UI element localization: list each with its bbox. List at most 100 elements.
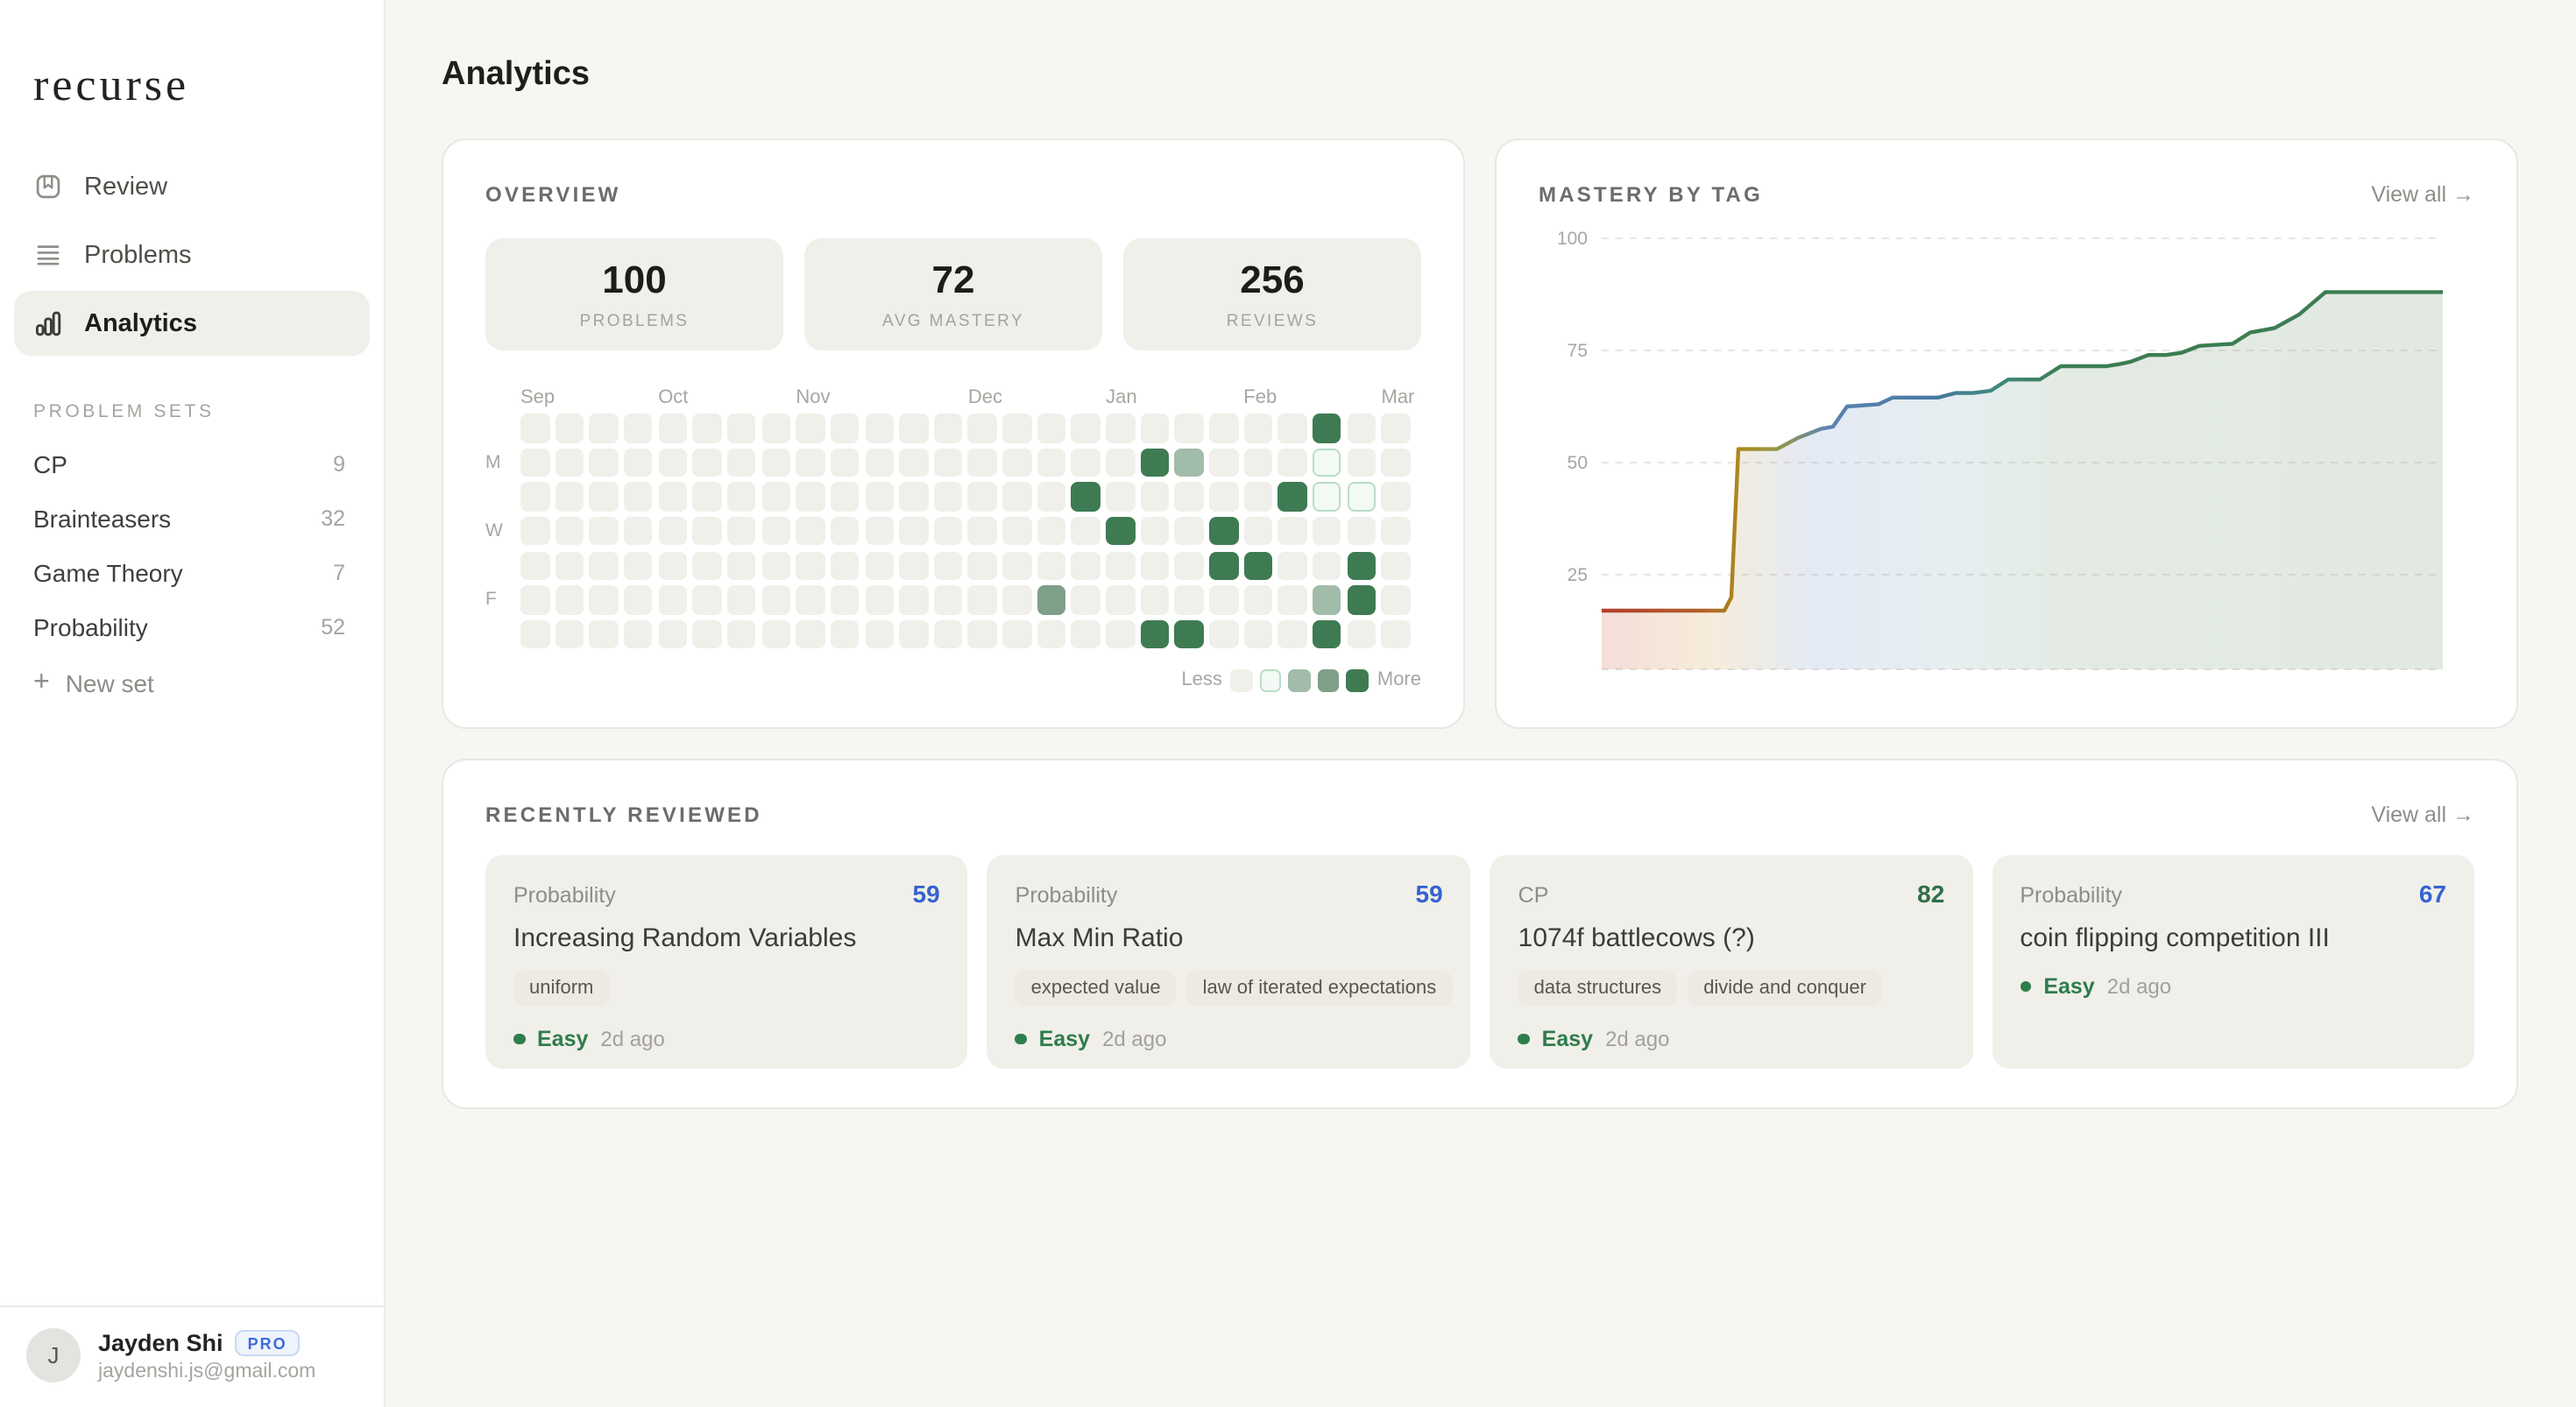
heatmap-cell	[1209, 551, 1238, 581]
recently-reviewed-panel: RECENTLY REVIEWED View all → Probability…	[442, 759, 2518, 1109]
heatmap-cell	[1381, 448, 1411, 477]
heatmap-cell	[1174, 482, 1204, 512]
y-axis-tick-label: 50	[1568, 453, 1588, 473]
heatmap-cell	[555, 482, 584, 512]
heatmap-cell	[1106, 414, 1136, 442]
heatmap-cell	[1106, 482, 1136, 512]
heatmap-cell	[658, 448, 688, 477]
heatmap-cell	[1140, 482, 1170, 512]
heatmap-cell	[658, 516, 688, 546]
review-card[interactable]: Probability 59 Max Min Ratio expected value…	[987, 855, 1471, 1069]
heatmap-cell	[1174, 619, 1204, 649]
heatmap-cell	[1071, 585, 1100, 615]
mastery-panel: MASTERY BY TAG View all → 100 75 50 25	[1495, 138, 2518, 729]
heatmap-cell	[1243, 551, 1273, 581]
card-difficulty: Easy	[1541, 1027, 1594, 1051]
card-tags: uniform	[513, 971, 940, 1006]
recent-view-all-link[interactable]: View all →	[2371, 802, 2474, 827]
heatmap-cell	[1037, 585, 1066, 615]
heatmap-cell	[520, 551, 549, 581]
heatmap-cell	[967, 516, 997, 546]
review-card[interactable]: Probability 67 coin flipping competition I…	[1992, 855, 2474, 1069]
heatmap-month-label: Nov	[796, 387, 831, 408]
heatmap-cell	[1312, 482, 1341, 512]
review-card[interactable]: Probability 59 Increasing Random Variables…	[485, 855, 968, 1069]
heatmap-cell	[1312, 414, 1341, 442]
heatmap-cell	[1347, 585, 1376, 615]
heatmap-cell	[830, 619, 860, 649]
card-timestamp: 2d ago	[1102, 1027, 1167, 1051]
problem-set-item[interactable]: Brainteasers 32	[0, 491, 384, 545]
heatmap-cell	[589, 414, 619, 442]
heatmap-cell	[692, 516, 722, 546]
heatmap-cell	[865, 482, 894, 512]
new-set-label: New set	[65, 669, 154, 697]
card-title: coin flipping competition III	[2020, 923, 2330, 953]
heatmap-cell	[623, 619, 653, 649]
user-profile[interactable]: J Jayden Shi PRO jaydenshi.js@gmail.com	[0, 1305, 384, 1407]
heatmap-cell	[761, 414, 791, 442]
sidebar-item-review[interactable]: Review	[14, 154, 370, 219]
heatmap-cell	[796, 516, 825, 546]
problem-set-item[interactable]: CP 9	[0, 436, 384, 491]
heatmap-cell	[658, 585, 688, 615]
card-title: 1074f battlecows (?)	[1518, 923, 1755, 953]
heatmap-cell	[1174, 516, 1204, 546]
card-score: 59	[912, 880, 940, 908]
heatmap-cell	[520, 619, 549, 649]
heatmap-cell	[1347, 414, 1376, 442]
heatmap-cell	[1002, 414, 1032, 442]
heatmap-grid	[520, 414, 1414, 650]
card-score: 59	[1415, 880, 1443, 908]
heatmap-cell	[726, 619, 756, 649]
heatmap-cell	[1243, 619, 1273, 649]
problem-sets-list: CP 9 Brainteasers 32 Game Theory 7 Probability…	[0, 436, 384, 654]
card-score: 67	[2418, 880, 2446, 908]
mastery-view-all-link[interactable]: View all →	[2371, 182, 2474, 207]
heatmap-cell	[796, 482, 825, 512]
mastery-chart-svg: 100 75 50 25	[1557, 229, 2443, 670]
card-tags: data structures divide and conquer	[1518, 971, 1945, 1006]
new-set-button[interactable]: + New set	[0, 654, 384, 713]
heatmap-cell	[520, 516, 549, 546]
heatmap-cell	[830, 516, 860, 546]
heatmap-cell	[726, 551, 756, 581]
heatmap-cell	[899, 482, 929, 512]
card-category: Probability	[513, 883, 616, 908]
mastery-chart: 100 75 50 25	[1539, 221, 2474, 689]
heatmap-cell	[692, 414, 722, 442]
problem-set-item[interactable]: Probability 52	[0, 599, 384, 654]
heatmap-cell	[623, 585, 653, 615]
problem-set-count: 7	[333, 560, 345, 584]
heatmap-cell	[520, 448, 549, 477]
heatmap-cell	[933, 551, 963, 581]
sidebar-item-analytics[interactable]: Analytics	[14, 291, 370, 356]
heatmap-cell	[555, 619, 584, 649]
heatmap-cell	[1381, 619, 1411, 649]
heatmap-cell	[1002, 448, 1032, 477]
heatmap-cell	[589, 551, 619, 581]
bookmark-icon	[33, 172, 63, 202]
sidebar-item-problems[interactable]: Problems	[14, 223, 370, 287]
mastery-heading: MASTERY BY TAG	[1539, 182, 1763, 207]
heatmap-cell	[933, 482, 963, 512]
heatmap-month-label: Jan	[1106, 387, 1137, 408]
stat-label: PROBLEMS	[579, 312, 690, 331]
heatmap-cell	[1243, 414, 1273, 442]
heatmap-cell	[865, 448, 894, 477]
heatmap-cell	[899, 619, 929, 649]
heatmap-cell	[1071, 414, 1100, 442]
heatmap-cell	[933, 448, 963, 477]
heatmap-cell	[1243, 448, 1273, 477]
heatmap-cell	[830, 551, 860, 581]
heatmap-cell	[692, 585, 722, 615]
heatmap-cell	[1106, 551, 1136, 581]
problem-set-item[interactable]: Game Theory 7	[0, 545, 384, 599]
legend-more-label: More	[1376, 669, 1421, 691]
heatmap-cell	[796, 585, 825, 615]
review-card[interactable]: CP 82 1074f battlecows (?) data structures d…	[1490, 855, 1973, 1069]
heatmap-cell	[796, 551, 825, 581]
heatmap-cell	[1381, 482, 1411, 512]
heatmap-cell	[1347, 619, 1376, 649]
heatmap-cell	[520, 414, 549, 442]
